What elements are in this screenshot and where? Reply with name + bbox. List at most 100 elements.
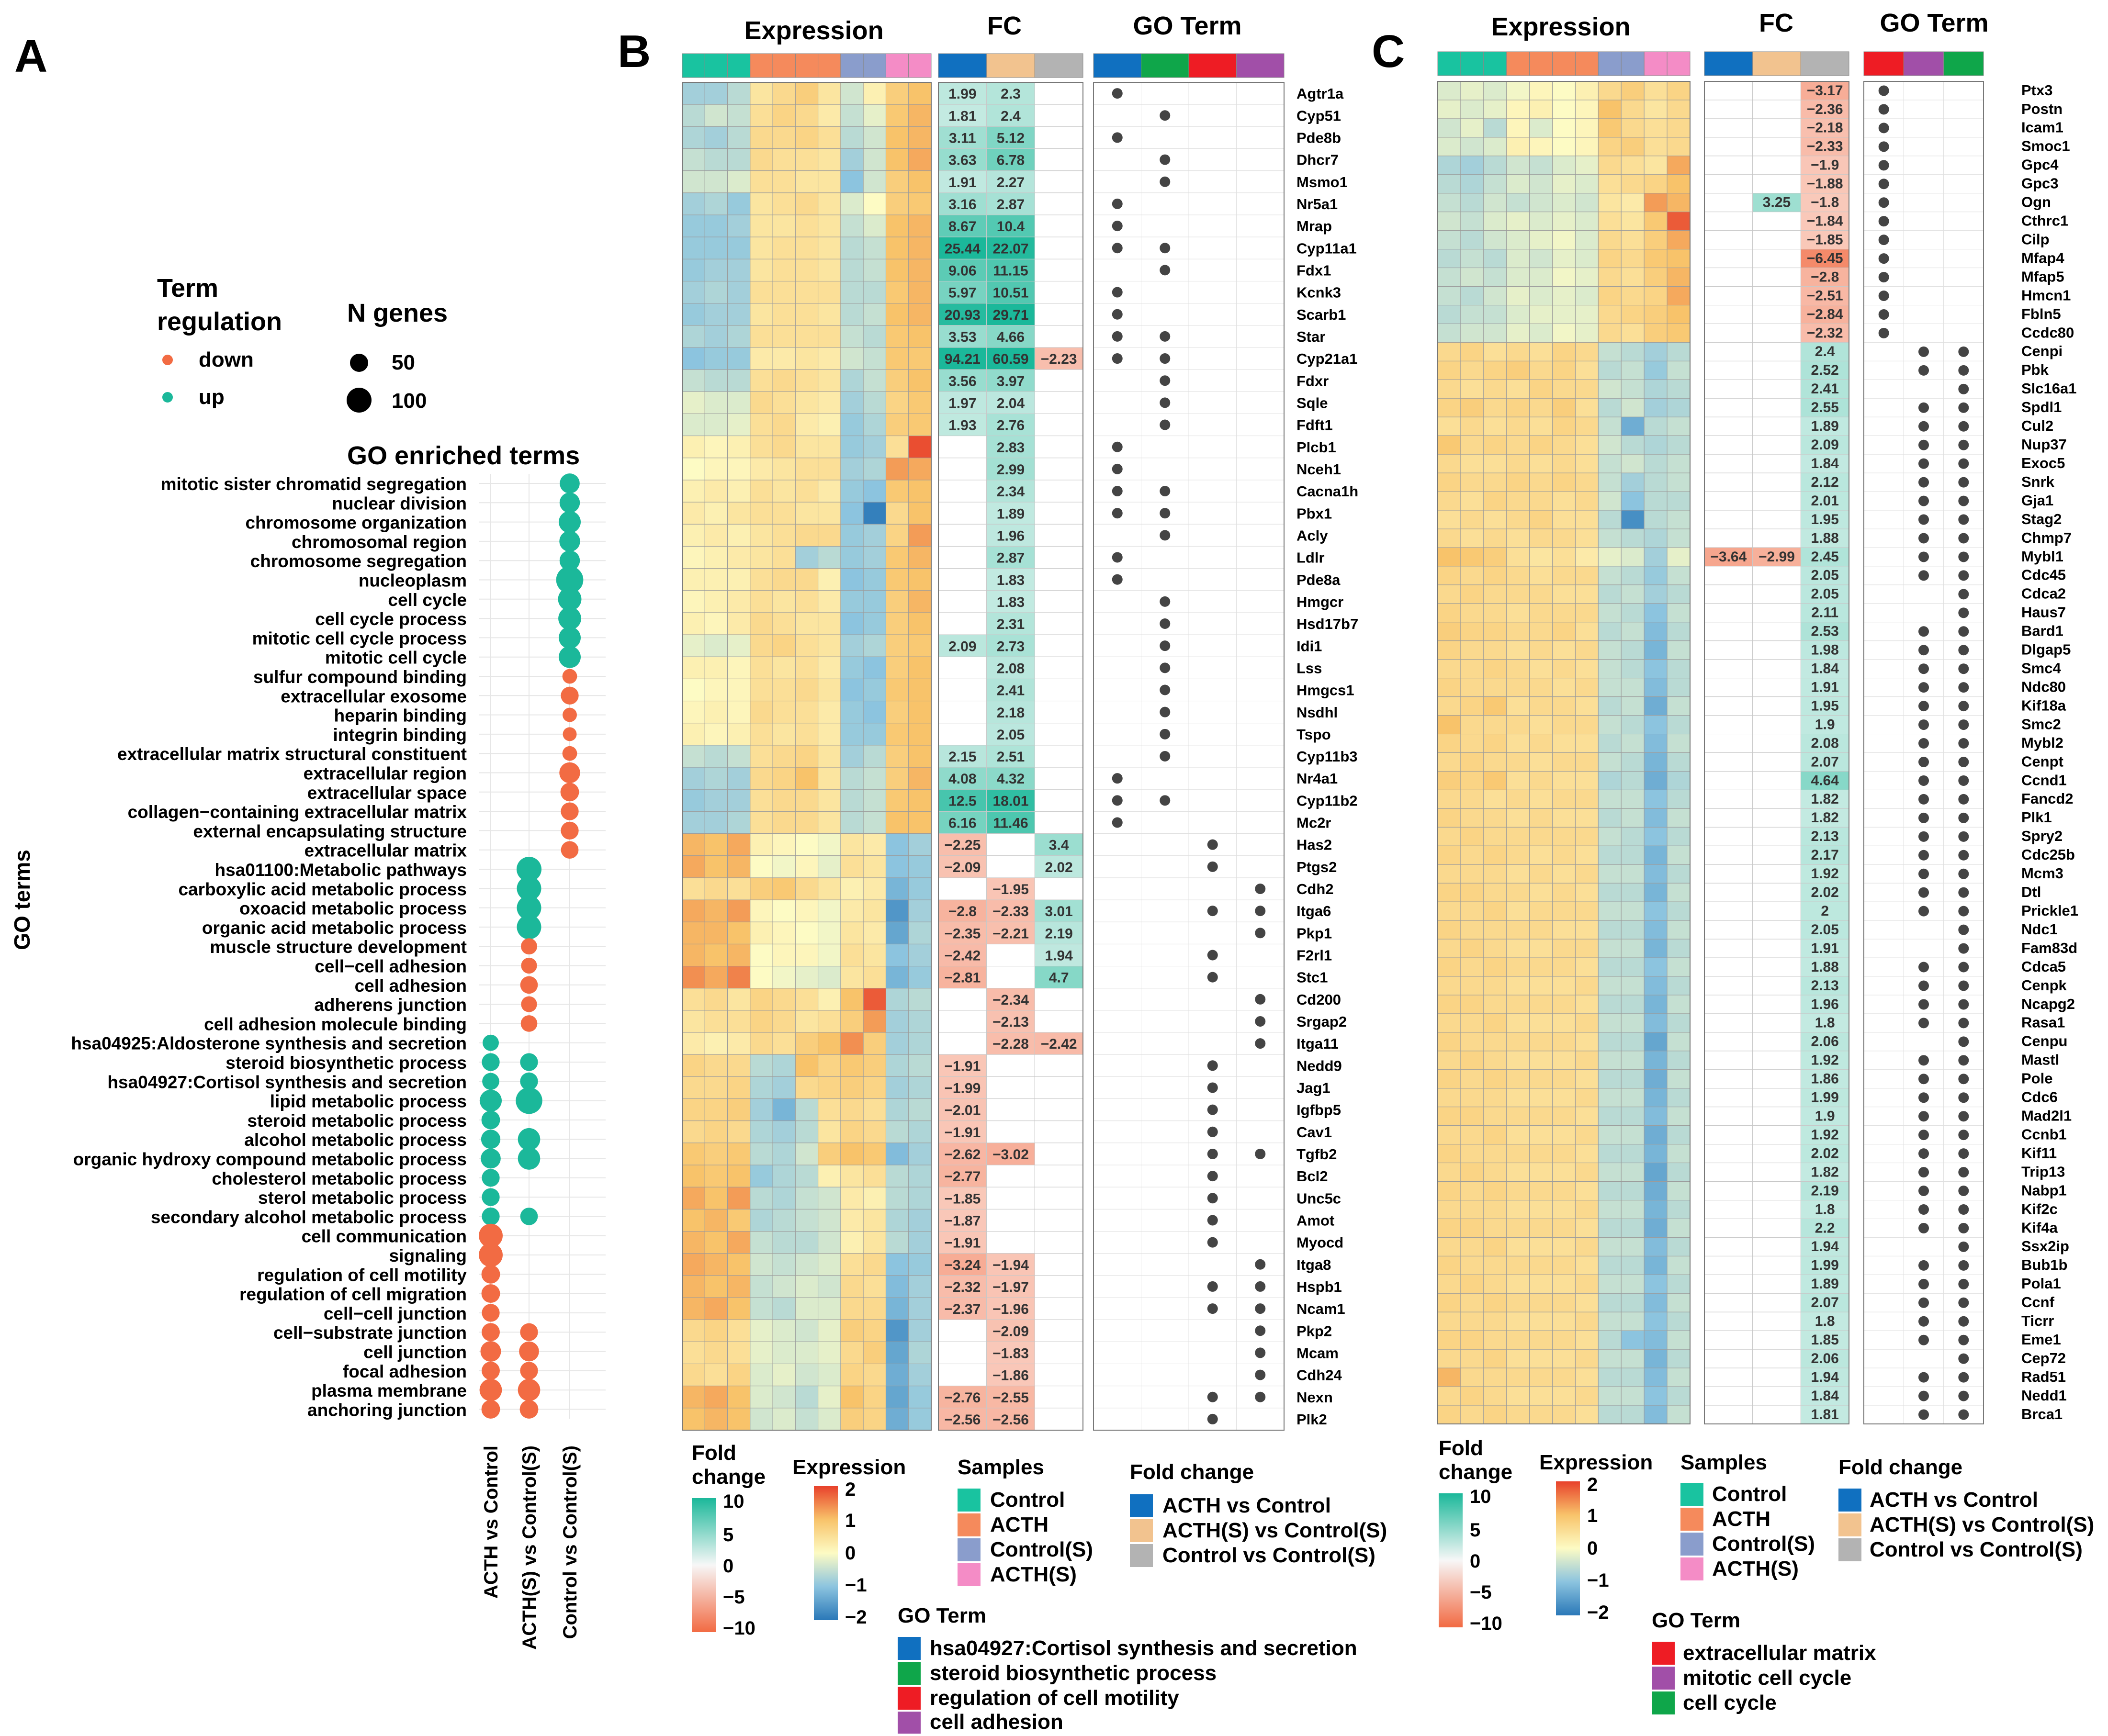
expression-cell [772,899,796,922]
expression-cell [704,1275,728,1298]
expression-cell [863,236,886,259]
expression-cell [1575,734,1599,753]
expression-cell [1644,771,1668,790]
go-cell [1188,590,1237,613]
expression-cell [750,568,773,591]
expression-cell [1529,398,1553,417]
go-cell [1236,126,1285,149]
expression-cell [1483,1032,1507,1052]
expression-cell [818,612,841,635]
expression-cell [1667,398,1691,417]
expression-cell [704,833,728,856]
fc-cell [986,148,1035,171]
expression-cell [682,303,705,326]
dotplot-point [482,1073,499,1090]
go-cell [1903,305,1944,324]
expression-cell [704,678,728,702]
expression-cell [1529,1274,1553,1294]
expression-cell [1621,156,1645,175]
expression-cell [750,458,773,481]
fc-cell [938,1120,987,1143]
expression-cell [1552,1405,1576,1424]
expression-cell [750,767,773,790]
fc-value-label: −2.62 [944,1147,981,1163]
expression-cell [1621,1349,1645,1368]
expression-cell [1437,827,1461,846]
go-membership-dot [1160,618,1171,629]
fc-cell [938,568,987,591]
expression-cell [1529,1330,1553,1350]
expression-cell [682,1142,705,1165]
go-cell [1943,230,1984,250]
b-sample-swatch-control-s [958,1538,981,1561]
expression-cell [885,899,909,922]
fc-cell [1034,104,1083,127]
expression-cell [1460,771,1484,790]
expression-cell [772,1275,796,1298]
expression-cell [1552,1311,1576,1331]
fc-cell [1800,156,1849,175]
expression-cell [727,413,751,437]
expression-cell [795,1209,819,1232]
expression-cell [1460,808,1484,828]
legend-up-dot [162,392,173,403]
panel-c-heatmap: −3.17 Ptx3−2.36 Postn−2.18 Icam1−2.33 Smoc1−… [1437,51,2078,1424]
expression-cell [1598,1367,1622,1387]
expression-cell [908,1098,932,1121]
expression-cell [750,1165,773,1187]
expression-cell [1575,789,1599,809]
expression-cell [1437,1405,1461,1424]
expression-cell [1552,584,1576,604]
expression-cell [1552,212,1576,231]
expression-cell [682,656,705,679]
c-go-swatch-mitotic [1652,1667,1675,1690]
expression-cell [1460,715,1484,735]
fc-cell [1752,845,1801,865]
expression-cell [885,1275,909,1298]
legend-term-title-1: Term [157,274,218,302]
expression-cell [1598,734,1622,753]
go-cell [1188,877,1237,900]
fc-cell [1800,883,1849,902]
go-cell [1903,249,1944,269]
legend-down-dot [162,355,173,365]
fc-cell [1034,1142,1083,1165]
fc-value-label: 1.91 [948,175,976,190]
expression-cell [727,1297,751,1320]
go-membership-dot [1207,1237,1218,1248]
expression-cell [795,325,819,348]
fc-border [1704,81,1849,1424]
expression-cell [1483,901,1507,921]
fc-cell [1752,1144,1801,1164]
b-legend-fc-tick-10: 10 [723,1491,744,1512]
expression-cell [1575,528,1599,548]
expression-cell [727,943,751,967]
fc-value-label: 1.9 [1815,717,1835,732]
go-cell [1863,1051,1904,1070]
legend-size-50 [350,354,368,372]
expression-cell [1644,1237,1668,1256]
expression-cell [818,1010,841,1033]
expression-cell [863,82,886,105]
fc-cell [938,877,987,900]
expression-cell [1506,1349,1530,1368]
expression-cell [885,170,909,193]
fc-cell [1800,603,1849,623]
sample-annotation-cell [727,53,751,78]
expression-cell [1460,1311,1484,1331]
dotplot-point [482,1188,500,1206]
expression-cell [727,104,751,127]
gene-label: Smoc1 [2021,138,2070,155]
expression-cell [1506,249,1530,269]
expression-cell [795,1142,819,1165]
dotplot-point [517,915,541,940]
expression-cell [1667,118,1691,138]
expression-cell [1598,1069,1622,1089]
expression-cell [1598,1330,1622,1350]
b-sample-label-control: Control [990,1488,1065,1512]
go-cell [1141,811,1189,834]
expression-cell [1644,939,1668,958]
fc-value-label: 1.82 [1811,791,1838,807]
go-membership-dot [1918,626,1929,637]
expression-cell [772,723,796,746]
